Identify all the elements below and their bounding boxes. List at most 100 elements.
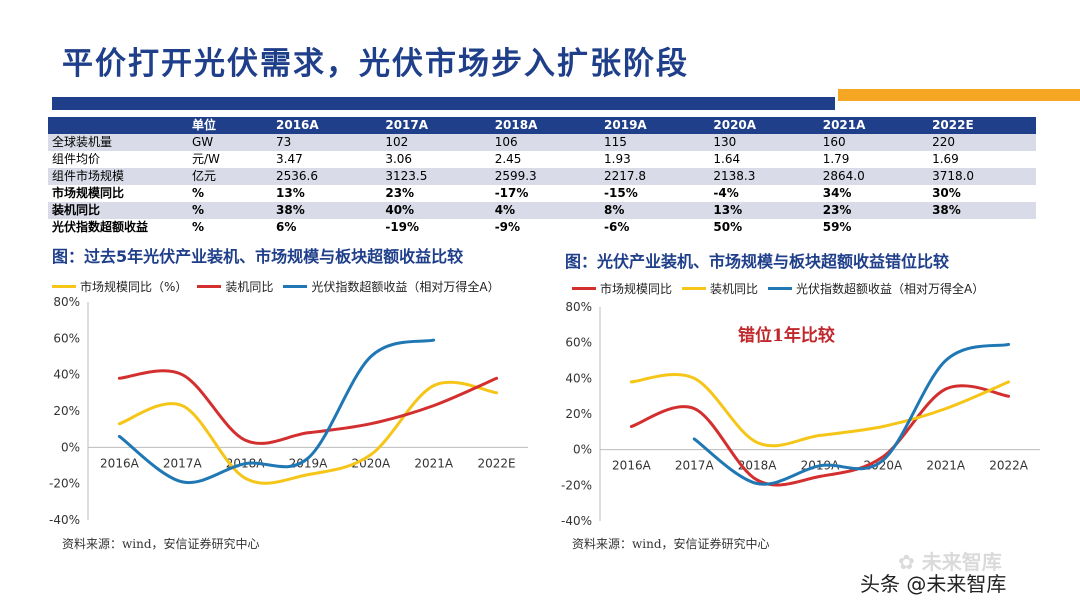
- legend-label: 光伏指数超额收益（相对万得全A）: [311, 280, 500, 294]
- legend-label: 装机同比: [710, 282, 759, 296]
- row-label: 组件均价: [48, 151, 188, 168]
- table-row: 组件市场规模 亿元 2536.6 3123.5 2599.3 2217.8 21…: [48, 168, 1036, 185]
- y-tick-label: 20%: [565, 407, 592, 421]
- row-unit: %: [188, 219, 272, 236]
- table-cell: 1.64: [709, 151, 819, 168]
- table-cell: [928, 219, 1036, 236]
- table-cell: 115: [600, 134, 710, 151]
- table-header-row: 单位 2016A 2017A 2018A 2019A 2020A 2021A 2…: [48, 117, 1036, 134]
- x-tick-label: 2016A: [100, 456, 140, 470]
- page-title: 平价打开光伏需求，光伏市场步入扩张阶段: [62, 46, 689, 82]
- table-cell: 130: [709, 134, 819, 151]
- row-label: 装机同比: [48, 202, 188, 219]
- table-row: 全球装机量 GW 73 102 106 115 130 160 220: [48, 134, 1036, 151]
- x-tick-label: 2017A: [163, 456, 203, 470]
- y-tick-label: -40%: [561, 514, 592, 528]
- right-chart-title: 图：光伏产业装机、市场规模与板块超额收益错位比较: [565, 252, 950, 271]
- legend-swatch: [768, 287, 793, 290]
- x-tick-label: 2017A: [675, 459, 715, 473]
- table-cell: 160: [818, 134, 929, 151]
- table-cell: 3718.0: [928, 168, 1036, 185]
- table-cell: 1.79: [818, 151, 929, 168]
- series-line-0: [629, 384, 1011, 487]
- table-cell: 220: [928, 134, 1036, 151]
- table-cell: 3.06: [381, 151, 491, 168]
- legend-label: 装机同比: [225, 280, 274, 294]
- left-chart-source: 资料来源：wind，安信证券研究中心: [62, 537, 260, 551]
- table-header: 2016A: [272, 117, 382, 134]
- series-line-1: [629, 373, 1011, 448]
- table-header: 单位: [188, 117, 272, 134]
- table-header: 2017A: [381, 117, 491, 134]
- table-cell: 13%: [272, 185, 382, 202]
- table-cell: 13%: [709, 202, 819, 219]
- y-tick-label: 0%: [61, 440, 80, 454]
- series-line-2: [692, 342, 1011, 486]
- table-cell: 2599.3: [490, 168, 601, 185]
- table-row: 装机同比 % 38% 40% 4% 8% 13% 23% 38%: [48, 202, 1036, 219]
- table-cell: 1.93: [600, 151, 710, 168]
- legend-label: 市场规模同比: [600, 282, 673, 296]
- y-tick-label: 80%: [565, 300, 592, 314]
- x-tick-label: 2021A: [926, 459, 966, 473]
- table-cell: 50%: [709, 219, 819, 236]
- y-tick-label: 80%: [53, 295, 80, 309]
- legend-swatch: [283, 285, 308, 288]
- row-label: 光伏指数超额收益: [48, 219, 188, 236]
- table-cell: 8%: [600, 202, 710, 219]
- y-tick-label: 20%: [53, 404, 80, 418]
- table-cell: -19%: [381, 219, 491, 236]
- left-chart-title: 图：过去5年光伏产业装机、市场规模与板块超额收益比较: [52, 247, 464, 266]
- title-underline-bar: [52, 97, 835, 110]
- table-cell: 3123.5: [381, 168, 491, 185]
- table-cell: 4%: [490, 202, 601, 219]
- table-cell: 2217.8: [600, 168, 710, 185]
- row-unit: 元/W: [188, 151, 272, 168]
- row-label: 市场规模同比: [48, 185, 188, 202]
- series-line-2: [117, 338, 436, 485]
- series-line-1: [117, 369, 499, 445]
- y-tick-label: -40%: [49, 513, 80, 527]
- table-row: 光伏指数超额收益 % 6% -19% -9% -6% 50% 59%: [48, 219, 1036, 236]
- left-chart-legend: 市场规模同比（%） 装机同比 光伏指数超额收益（相对万得全A）: [42, 278, 500, 295]
- x-tick-label: 2016A: [612, 459, 652, 473]
- table-cell: 2138.3: [709, 168, 819, 185]
- y-tick-label: -20%: [561, 478, 592, 492]
- y-tick-label: -20%: [49, 477, 80, 491]
- table-cell: 40%: [381, 202, 491, 219]
- x-tick-label: 2018A: [738, 459, 778, 473]
- series-line-0: [117, 380, 499, 485]
- table-cell: -15%: [600, 185, 710, 202]
- table-header: 2018A: [490, 117, 601, 134]
- table-row: 组件均价 元/W 3.47 3.06 2.45 1.93 1.64 1.79 1…: [48, 151, 1036, 168]
- data-table: 单位 2016A 2017A 2018A 2019A 2020A 2021A 2…: [48, 117, 1036, 236]
- table-cell: 59%: [818, 219, 929, 236]
- title-accent-bar: [838, 89, 1080, 101]
- table-cell: 30%: [928, 185, 1036, 202]
- row-unit: %: [188, 185, 272, 202]
- y-tick-label: 40%: [53, 368, 80, 382]
- table-row: 市场规模同比 % 13% 23% -17% -15% -4% 34% 30%: [48, 185, 1036, 202]
- table-cell: -17%: [490, 185, 601, 202]
- table-cell: 73: [272, 134, 382, 151]
- y-tick-label: 60%: [53, 331, 80, 345]
- x-tick-label: 2019A: [289, 456, 329, 470]
- row-label: 组件市场规模: [48, 168, 188, 185]
- watermark-icon: ✿: [898, 550, 915, 574]
- table-cell: 106: [490, 134, 601, 151]
- legend-label: 市场规模同比（%）: [80, 280, 188, 294]
- table-header: 2019A: [600, 117, 710, 134]
- table-cell: 2.45: [490, 151, 601, 168]
- table-cell: -6%: [600, 219, 710, 236]
- table-header: [48, 117, 188, 134]
- table-cell: 38%: [272, 202, 382, 219]
- y-tick-label: 40%: [565, 371, 592, 385]
- table-cell: -4%: [709, 185, 819, 202]
- right-chart-legend: 市场规模同比 装机同比 光伏指数超额收益（相对万得全A）: [562, 280, 984, 297]
- legend-swatch: [682, 287, 707, 290]
- x-tick-label: 2022E: [478, 456, 516, 470]
- watermark-logo-text: ✿ 未来智库: [898, 546, 1002, 575]
- table-cell: 23%: [381, 185, 491, 202]
